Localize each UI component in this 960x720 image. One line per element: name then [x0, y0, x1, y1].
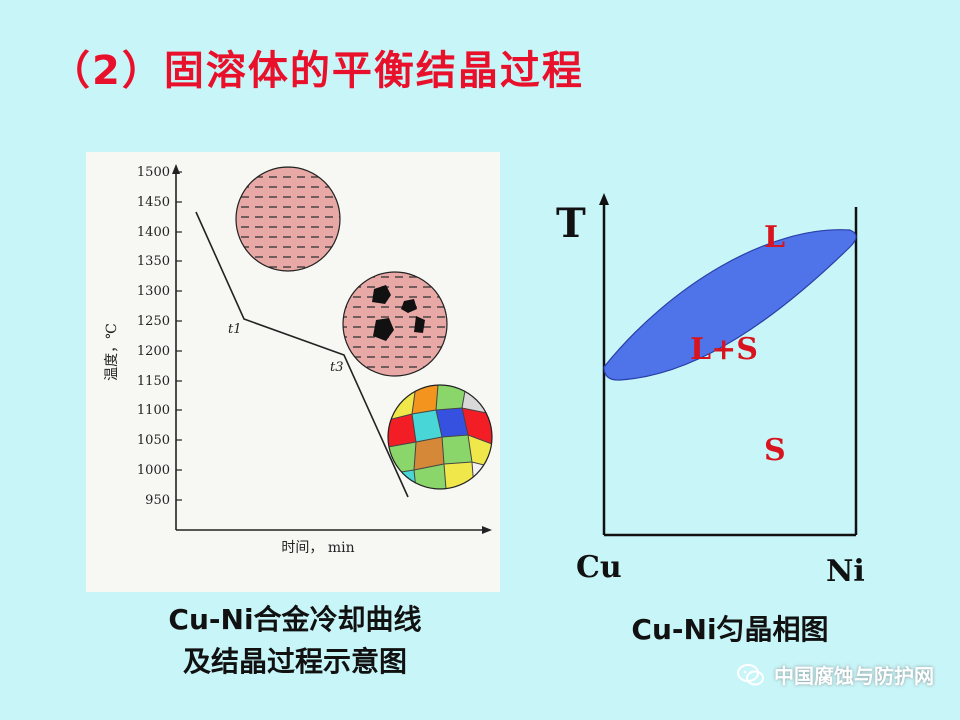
phase-diagram-caption: Cu-Ni匀晶相图: [631, 613, 829, 646]
watermark: 中国腐蚀与防护网: [736, 660, 934, 689]
cooling-curve-line: [195, 211, 409, 498]
y-tick-label: 1250: [137, 314, 170, 329]
cooling-curve-caption-line2: 及结晶过程示意图: [182, 645, 407, 678]
y-tick-label: 1300: [137, 284, 170, 299]
y-tick-label: 1200: [137, 344, 170, 359]
y-tick-label: 1400: [137, 225, 170, 240]
phase-diagram: T L L+S S Cu Ni: [556, 193, 865, 589]
y-tick-label: 1350: [137, 254, 170, 269]
y-tick-label: 1100: [137, 403, 170, 418]
liquid-region-label: L: [764, 220, 785, 255]
wechat-icon: [737, 663, 764, 685]
x-axis-label: 时间， min: [281, 540, 354, 556]
y-tick-label: 1450: [137, 195, 170, 210]
cooling-curve-figure: 1500 1450 1400 1350 1300 1250 1200 1150 …: [86, 152, 500, 592]
solid-region-label: S: [764, 433, 786, 468]
point-label-t3: t3: [330, 360, 344, 375]
component-label-ni: Ni: [826, 554, 865, 589]
liquid-state-circle: [235, 166, 341, 272]
y-tick-label: 1050: [137, 433, 170, 448]
point-label-t1: t1: [228, 322, 242, 337]
nucleation-circle: [342, 271, 448, 377]
y-tick-label: 1500: [137, 165, 170, 180]
y-axis-label: 温度，℃: [104, 323, 120, 381]
component-label-cu: Cu: [576, 550, 622, 585]
temperature-axis-label: T: [556, 200, 586, 247]
two-phase-region-label: L+S: [690, 332, 758, 367]
y-tick-label: 1150: [137, 374, 170, 389]
y-tick-label: 950: [145, 493, 170, 508]
y-tick-label: 1000: [137, 463, 170, 478]
two-phase-region: [603, 229, 857, 381]
slide-title: （2）固溶体的平衡结晶过程: [50, 48, 584, 94]
grain-structure-circle: [387, 384, 493, 490]
cooling-curve-caption-line1: Cu-Ni合金冷却曲线: [168, 603, 422, 636]
watermark-text: 中国腐蚀与防护网: [774, 664, 934, 688]
